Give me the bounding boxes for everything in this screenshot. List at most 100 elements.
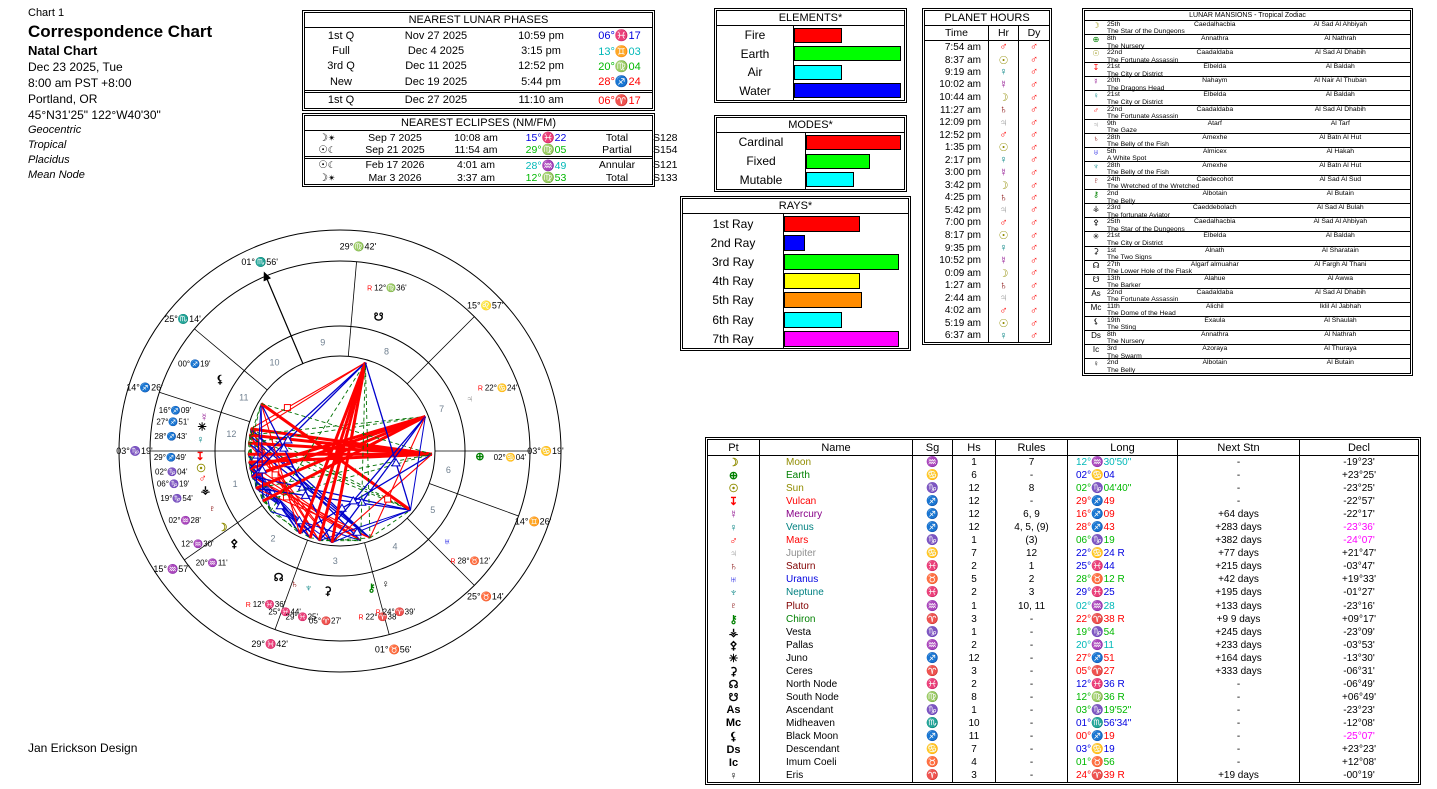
bar-track	[805, 133, 904, 152]
juno-degree-label: 27°♐51'	[156, 416, 189, 426]
sign-icon: ♏	[913, 716, 953, 730]
mansion-arabic-name: Al Shaulah	[1323, 316, 1357, 324]
hour-start-time: 1:35 pm	[925, 141, 989, 155]
mansion-arabic-name: Al Fargh Al Thani	[1314, 260, 1367, 268]
earth-icon: ⊕	[475, 451, 484, 463]
mansion-arabic-name: Al Batn Al Hut	[1319, 133, 1362, 141]
next-station: +382 days	[1178, 534, 1300, 548]
house-number: 10	[953, 716, 996, 730]
jupiter-degree-label: R 22°♋24'	[478, 382, 518, 392]
mansion-info: 9th Atarf Al Tarf The Gaze	[1107, 120, 1410, 134]
bar-row: 2nd Ray	[683, 233, 908, 253]
vesta-degree-label: 19°♑54'	[160, 493, 193, 503]
mansion-name: Annathra	[1200, 331, 1229, 339]
house-number: 10	[270, 358, 280, 368]
mars-icon: ♂	[198, 473, 206, 485]
planet-icon: As	[1091, 288, 1101, 298]
planet-hour-row: 8:17 pm ☉ ♂	[925, 229, 1049, 243]
sign-icon: ♋	[913, 469, 953, 483]
hour-start-time: 5:42 pm	[925, 204, 989, 217]
mansion-name: Amexhe	[1202, 161, 1228, 169]
cusp-degree-label: 15°♒57'	[153, 563, 190, 574]
hour-ruler-icon: ♄	[989, 279, 1019, 292]
phase-name: 1st Q	[327, 29, 355, 42]
col-dy: Dy	[1027, 27, 1041, 39]
ascendant-icon: As	[708, 703, 760, 717]
day-ruler-icon: ♂	[1029, 254, 1039, 267]
mansion-row: ♀ 2nd Albotain Al Butain The Belly	[1085, 359, 1410, 373]
mansion-info: 28th Amexhe Al Batn Al Hut The Belly of …	[1107, 161, 1410, 176]
planet-name: Vulcan	[760, 495, 913, 509]
quincunx-aspect-line	[262, 453, 433, 502]
phase-time: 3:15 pm	[521, 45, 561, 58]
declination: -23°09'	[1343, 626, 1375, 638]
house-number: 3	[953, 612, 996, 626]
eclipse-type: Total	[605, 171, 629, 184]
day-ruler-icon: ♂	[1029, 329, 1039, 342]
day-ruler-icon: ♂	[1029, 54, 1039, 67]
hour-ruler-icon: ☉	[989, 53, 1019, 67]
mansion-row: ☿ 20th Nahaym Al Nair Al Thuban The Drag…	[1085, 77, 1410, 92]
mansion-name: Caedecohot	[1196, 176, 1234, 184]
mansion-info: 11th Alichil Iklil Al Jabhah The Dome of…	[1107, 303, 1410, 317]
planet-row: ✳ Juno ♐ 12 - 27°♐51 +164 days -13°30'	[708, 651, 1418, 665]
house-cusp-line	[406, 517, 475, 586]
fire-bar	[794, 27, 843, 43]
sign-icon: ♐	[913, 495, 953, 509]
house-cusp-line	[406, 316, 475, 385]
house-number: 5	[953, 573, 996, 587]
rules-houses: -	[996, 756, 1068, 770]
bar-row: Fire	[717, 26, 904, 45]
planet-hour-row: 12:09 pm ♃ ♂	[925, 116, 1049, 129]
hour-start-time: 3:00 pm	[925, 166, 989, 180]
phase-longitude: 28°♐24	[598, 76, 641, 89]
planet-name: Jupiter	[760, 547, 913, 561]
mansion-meaning: The Wretched of the Wretched	[1107, 183, 1200, 191]
day-ruler-icon: ♂	[1029, 91, 1039, 104]
square-aspect-line	[331, 453, 433, 544]
square-aspect-line	[260, 403, 301, 534]
planet-icon: ♆	[1093, 161, 1099, 171]
north-node-icon: ☊	[708, 677, 760, 691]
eclipse-longitude: 12°♍53	[525, 172, 567, 185]
sextile-aspect-line	[260, 403, 264, 502]
hour-start-time: 8:37 am	[925, 53, 989, 67]
quincunx-aspect-line	[249, 416, 426, 436]
rules-houses: 10, 11	[996, 599, 1068, 613]
mansion-meaning: The Dragons Head	[1107, 84, 1165, 92]
rays-chart: RAYS* 1st Ray 2nd Ray 3rd Ray 4th Ray 5t…	[680, 196, 911, 352]
planet-hour-row: 10:02 am ☿ ♂	[925, 78, 1049, 92]
house-number: 11	[239, 393, 248, 403]
hour-start-time: 2:17 pm	[925, 153, 989, 167]
modes-title: MODES*	[717, 118, 904, 133]
mars-degree-label: 06°♑19'	[157, 478, 190, 488]
planet-row: ☋ South Node ♍ 8 - 12°♍36 R - +06°49'	[708, 690, 1418, 704]
phase-name: New	[329, 75, 352, 88]
bar-track	[783, 290, 908, 310]
day-ruler-icon: ♂	[1029, 216, 1039, 229]
mansion-arabic-name: Al Sad Al Dhabih	[1314, 288, 1366, 296]
declination: -22°57'	[1343, 496, 1375, 508]
bar-label: 1st Ray	[712, 216, 754, 231]
mansion-ordinal: 22nd	[1107, 105, 1123, 113]
column-header: Pt	[708, 440, 760, 455]
planet-name: Chiron	[760, 612, 913, 626]
pluto-icon: ♇	[208, 503, 216, 515]
rules-houses: -	[996, 703, 1068, 717]
longitude: 01°♏56'34"	[1068, 716, 1178, 730]
mansion-arabic-name: Al Sad Al Sud	[1319, 176, 1362, 184]
declination: -06°31'	[1343, 665, 1375, 677]
planet-hour-row: 7:54 am ♂ ♂	[925, 41, 1049, 54]
hour-ruler-icon: ♄	[989, 103, 1019, 117]
hour-start-time: 2:44 am	[925, 291, 989, 305]
rules-houses: 6, 9	[996, 508, 1068, 522]
next-station: -	[1178, 743, 1300, 757]
sun-degree-label: 02°♑04'	[155, 467, 188, 477]
longitude: 22°♈38 R	[1068, 612, 1178, 626]
chiron-icon: ⚷	[708, 612, 760, 626]
next-station: +19 days	[1178, 769, 1300, 783]
mansion-name: Albotain	[1202, 359, 1228, 367]
uranus-icon: ♅	[443, 536, 451, 548]
hour-ruler-icon: ♃	[989, 204, 1019, 217]
house-number: 1	[953, 534, 996, 548]
